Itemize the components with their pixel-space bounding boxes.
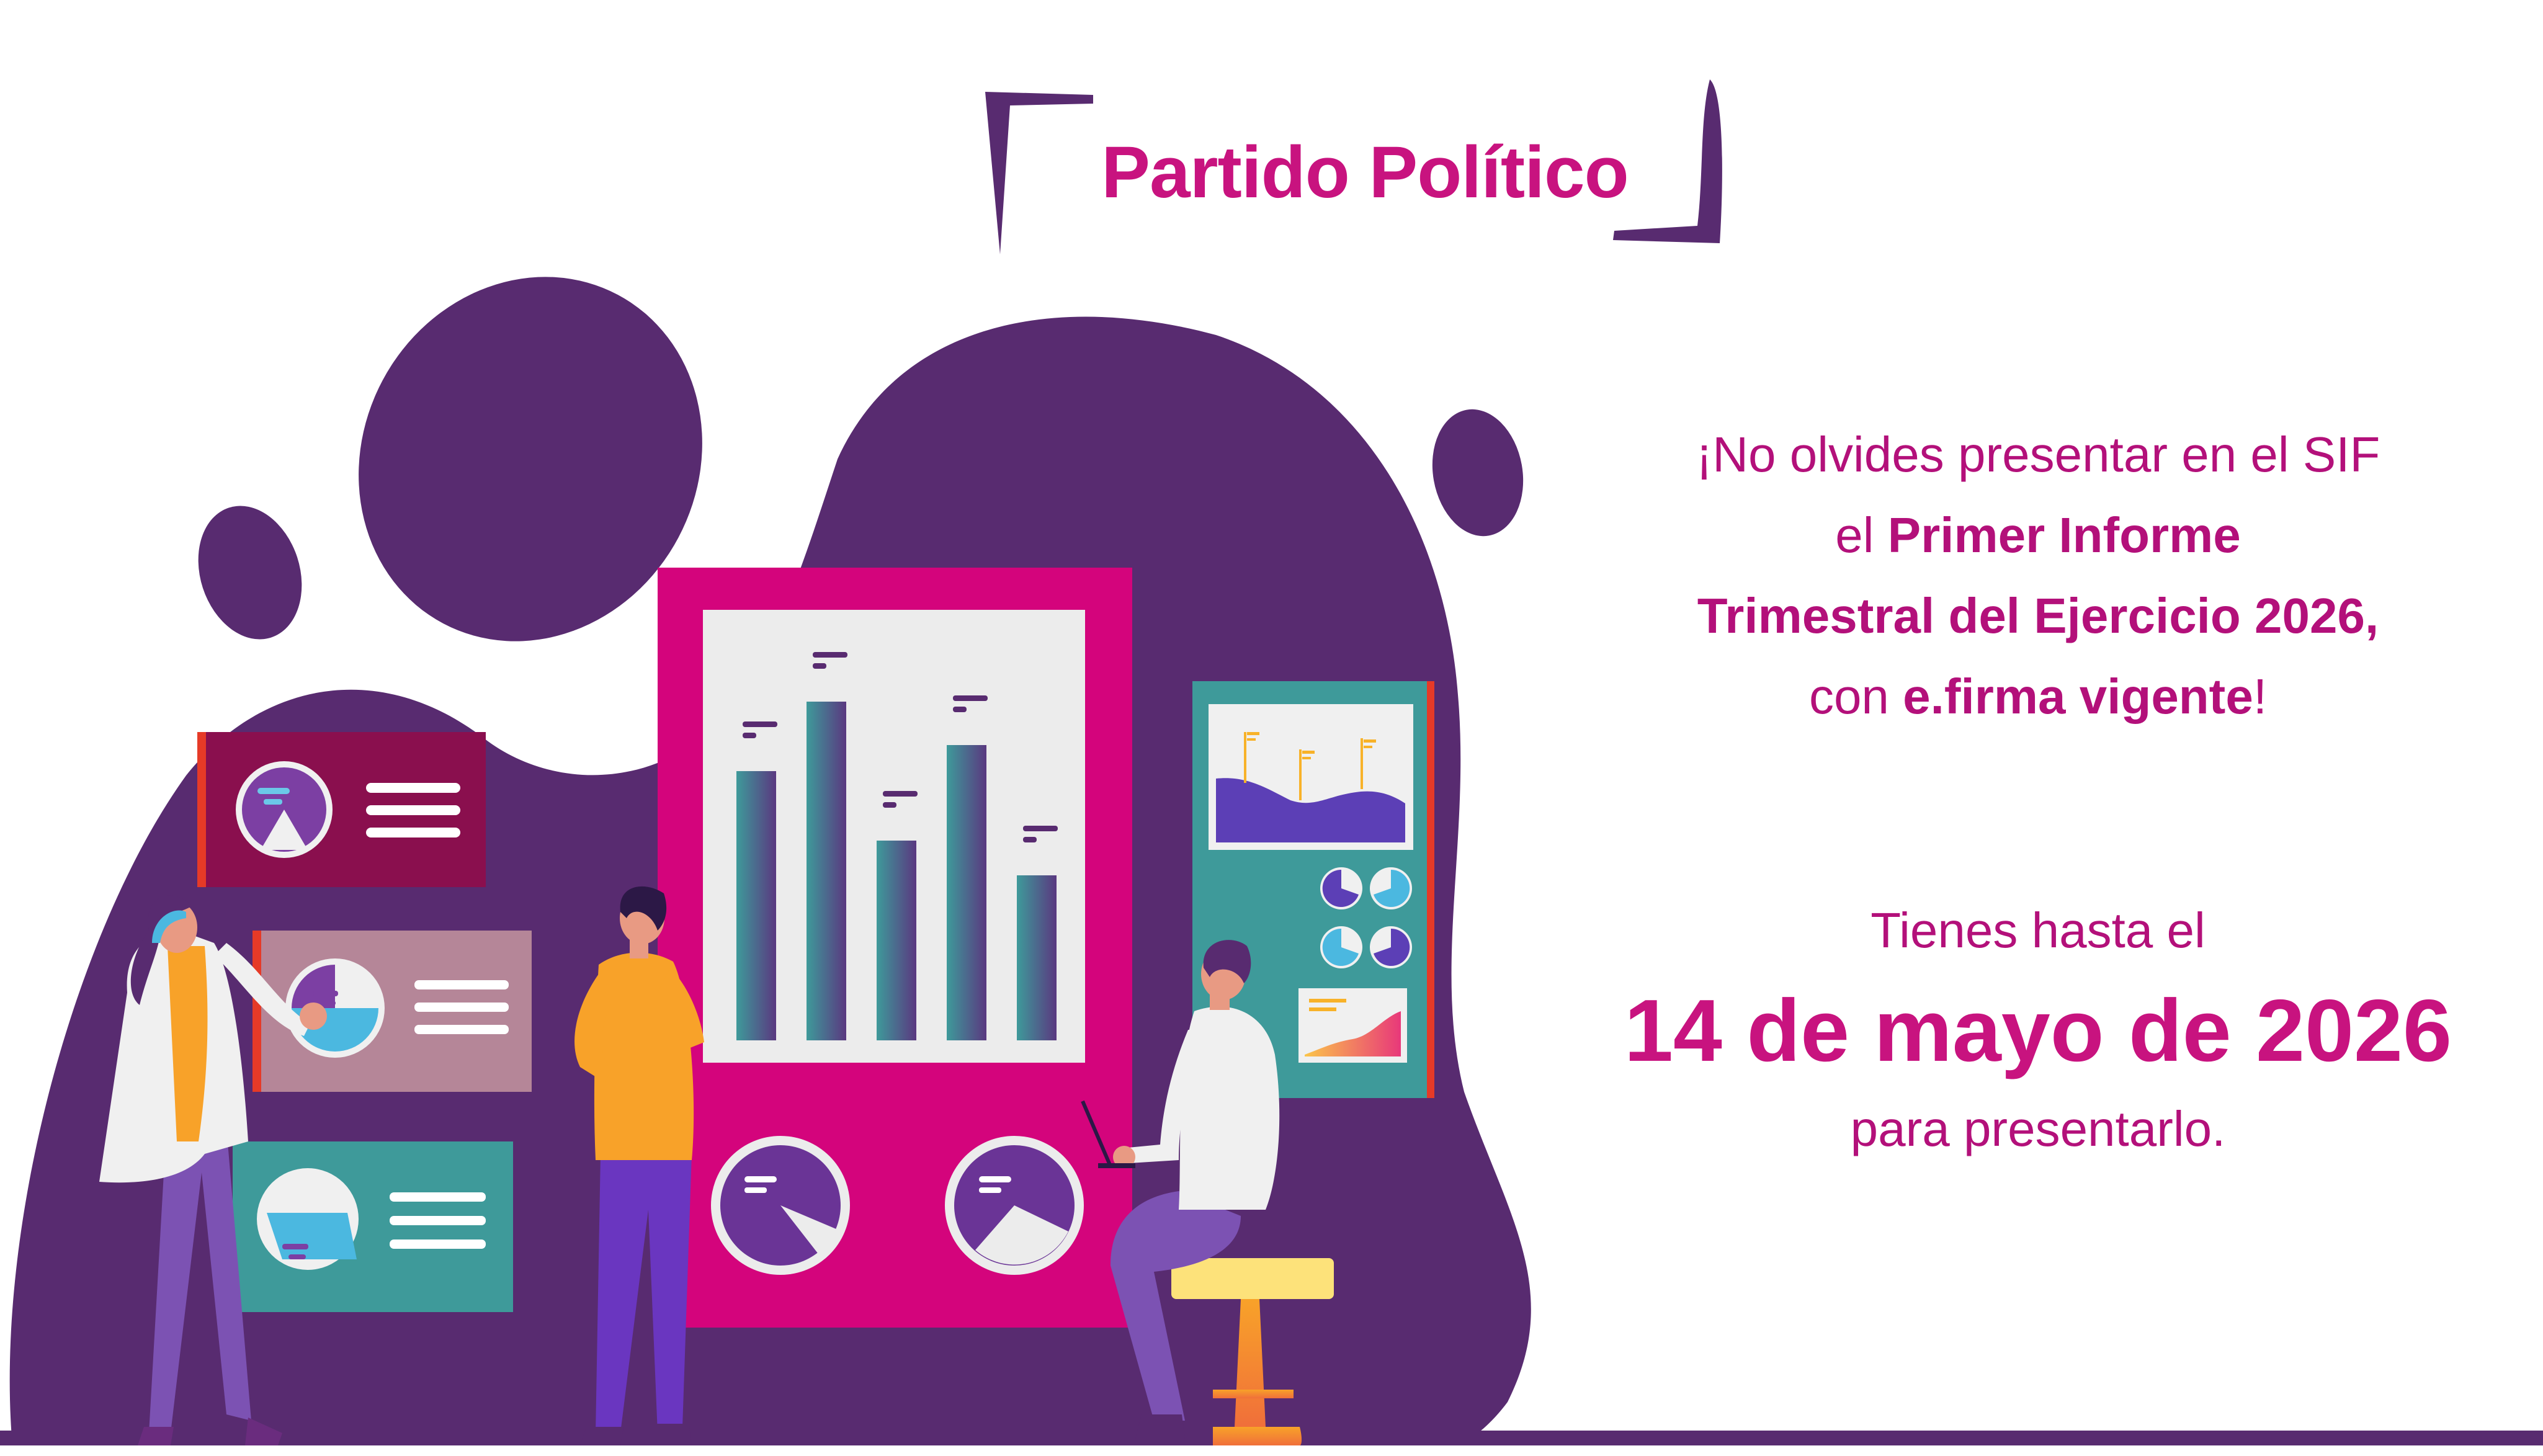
reminder-text: ¡No olvides presentar en el SIF el Prime… <box>1588 414 2488 737</box>
chart-bar-sublabel <box>813 663 826 669</box>
chart-bar-label <box>953 695 988 701</box>
card-top-left <box>197 732 486 887</box>
chart-bar-sublabel <box>1023 837 1037 842</box>
report-name: Primer Informe <box>1887 507 2241 563</box>
card-middle-left <box>253 931 532 1092</box>
chart-bar-sublabel <box>883 802 896 808</box>
gauge-left <box>711 1136 850 1275</box>
gauge-right <box>945 1136 1084 1275</box>
chart-bar <box>947 745 986 1040</box>
chart-bar <box>807 702 846 1040</box>
chart-bar-label <box>1023 826 1058 831</box>
chart-bar <box>877 841 916 1040</box>
chart-bar-label <box>743 721 777 727</box>
right-panel <box>1192 681 1434 1098</box>
page-title: Partido Político <box>1101 132 1629 213</box>
chart-bar-sublabel <box>953 707 967 712</box>
chart-bar-label <box>883 791 918 797</box>
woman-figure <box>99 895 327 1445</box>
card-bottom-left <box>233 1141 513 1312</box>
deadline-outro: para presentarlo. <box>1850 1101 2226 1156</box>
reminder-line-4: con e.firma vigente! <box>1808 669 2268 724</box>
title-frame <box>985 79 1722 254</box>
reminder-line-2: el Primer Informe <box>1835 507 2241 563</box>
standing-man-figure <box>574 886 704 1445</box>
efirma-label: e.firma vigente <box>1903 669 2253 724</box>
chart-bar <box>736 771 776 1040</box>
chart-bar-sublabel <box>743 733 756 738</box>
main-bar-chart <box>736 652 1058 1040</box>
main-board <box>658 568 1132 1328</box>
deadline-date: 14 de mayo de 2026 <box>1624 981 2452 1080</box>
chart-bar-label <box>813 652 847 658</box>
reminder-line-3: Trimestral del Ejercicio 2026, <box>1697 588 2379 643</box>
deadline-intro: Tienes hasta el <box>1870 903 2206 958</box>
chart-bar <box>1017 875 1057 1040</box>
sitting-man-figure <box>1081 940 1334 1445</box>
reminder-line-1: ¡No olvides presentar en el SIF <box>1696 427 2380 482</box>
